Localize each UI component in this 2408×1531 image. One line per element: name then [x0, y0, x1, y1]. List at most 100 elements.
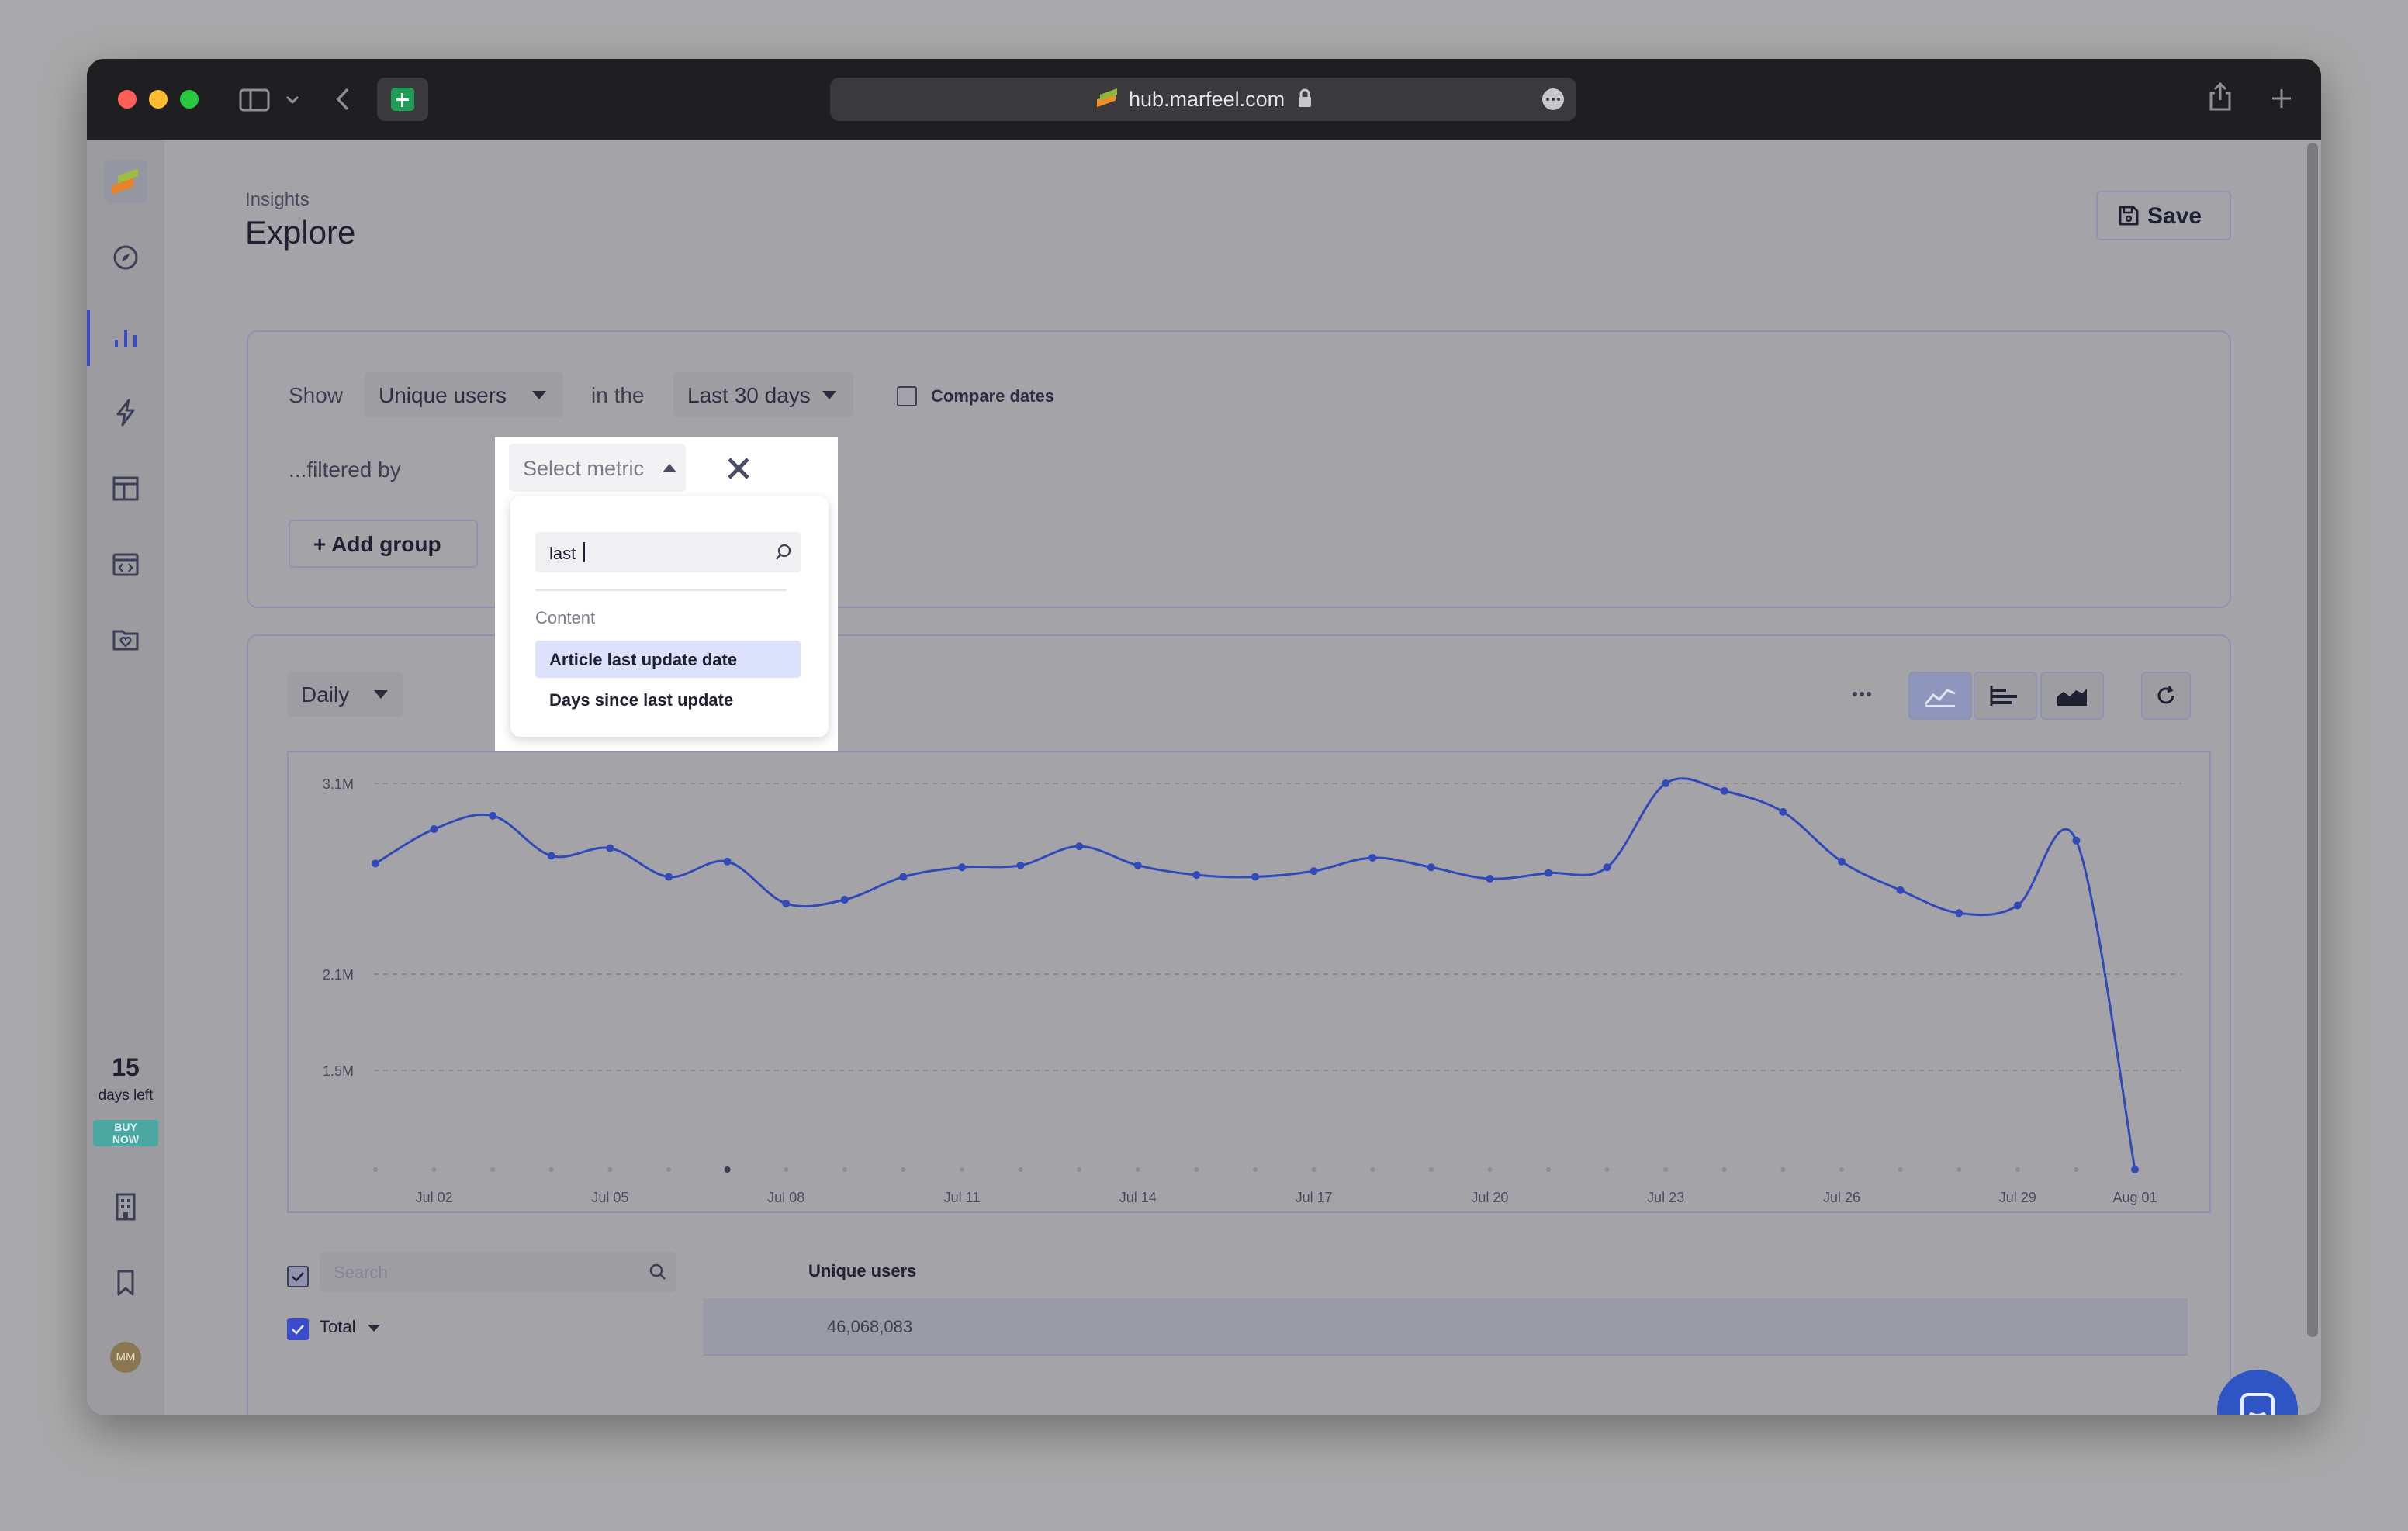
metric-search-input[interactable]: last: [535, 532, 801, 572]
total-value-cell: 46,068,083: [703, 1298, 2188, 1356]
baseline-dot: [1780, 1167, 1786, 1172]
app-sidebar: 15 days left BUY NOW MM: [87, 140, 164, 1415]
add-group-button[interactable]: + Add group: [289, 520, 478, 568]
baseline-dot: [724, 1166, 731, 1173]
sidebar-item-bookmark-icon[interactable]: [109, 1266, 143, 1300]
area-chart-view-button[interactable]: [2040, 672, 2104, 720]
baseline-dot: [1311, 1167, 1316, 1172]
line-chart-icon: [1924, 689, 1956, 707]
browser-window: hub.marfeel.com 15 days lef: [87, 59, 2321, 1415]
x-tick-label: Jul 02: [416, 1190, 453, 1205]
data-point: [2072, 836, 2081, 845]
sidebar-toggle-icon[interactable]: [239, 88, 270, 112]
data-point: [1896, 886, 1905, 894]
data-point: [1779, 807, 1787, 816]
tab-favicon-button[interactable]: [377, 78, 428, 121]
lock-icon: [1299, 88, 1311, 107]
total-checkbox[interactable]: [287, 1318, 309, 1340]
baseline-dot: [431, 1167, 437, 1172]
bar-chart-view-button[interactable]: [1974, 672, 2037, 720]
line-chart: 3.1M 2.1M 1.5M Jul 02 Jul 05 Jul 08 Jul 11 Jul …: [287, 751, 2211, 1213]
granularity-dropdown[interactable]: Daily: [287, 672, 403, 717]
total-value: 46,068,083: [827, 1317, 913, 1336]
search-icon: [776, 544, 791, 560]
trial-days-label: days left: [98, 1087, 154, 1104]
add-group-label: + Add group: [313, 532, 441, 556]
baseline-dot: [1604, 1167, 1610, 1172]
more-actions-icon[interactable]: [1845, 678, 1879, 709]
compare-dates-checkbox[interactable]: [897, 386, 917, 406]
metric-dropdown[interactable]: Unique users: [365, 372, 563, 417]
buy-now-label: BUY NOW: [112, 1121, 140, 1146]
data-point: [1662, 779, 1670, 787]
baseline-dot: [1253, 1167, 1258, 1172]
buy-now-button[interactable]: BUY NOW: [93, 1120, 158, 1146]
horizontal-bars-icon: [1990, 686, 2017, 706]
more-options-icon[interactable]: [1542, 88, 1564, 110]
chevron-down-icon[interactable]: [368, 1325, 380, 1332]
save-button[interactable]: Save: [2096, 191, 2231, 240]
line-chart-view-button[interactable]: [1908, 672, 1972, 720]
filter-metric-popup: Select metric last Content Article last …: [495, 437, 838, 751]
data-point: [958, 863, 966, 872]
in-the-label: in the: [591, 383, 645, 407]
menu-option-days-since-last-update[interactable]: Days since last update: [535, 681, 801, 718]
select-all-checkbox[interactable]: [287, 1266, 309, 1287]
table-search-input[interactable]: Search: [320, 1252, 676, 1292]
baseline-dot: [1077, 1167, 1082, 1172]
menu-option-article-last-update-date[interactable]: Article last update date: [535, 641, 801, 678]
close-icon[interactable]: [726, 456, 751, 481]
baseline-dot: [607, 1167, 613, 1172]
breadcrumb[interactable]: Insights: [245, 189, 310, 210]
sidebar-item-layout-icon[interactable]: [109, 472, 143, 506]
sidebar-item-building-icon[interactable]: [109, 1190, 143, 1224]
baseline-dot: [1898, 1167, 1903, 1172]
save-label: Save: [2147, 203, 2202, 229]
total-row-label[interactable]: Total: [320, 1317, 356, 1336]
baseline-dot: [1370, 1167, 1375, 1172]
data-point: [1486, 875, 1494, 883]
refresh-button[interactable]: [2141, 672, 2191, 720]
chevron-down-icon[interactable]: [285, 95, 299, 105]
data-point: [2131, 1166, 2139, 1173]
x-tick-label: Jul 11: [944, 1190, 981, 1205]
browser-titlebar: hub.marfeel.com: [87, 59, 2321, 140]
baseline-dot: [548, 1167, 554, 1172]
marfeel-logo[interactable]: [104, 160, 147, 203]
avatar[interactable]: MM: [110, 1342, 141, 1373]
data-point: [1251, 873, 1259, 881]
checkmark-icon: [292, 1325, 304, 1335]
menu-divider: [535, 589, 787, 591]
search-icon: [649, 1263, 666, 1280]
data-point: [840, 896, 849, 904]
page-scrollbar[interactable]: [2307, 143, 2318, 1337]
area-chart-icon: [2057, 689, 2087, 706]
sidebar-item-code-window-icon[interactable]: [109, 548, 143, 582]
select-metric-dropdown[interactable]: Select metric: [509, 444, 686, 492]
zoom-window-button[interactable]: [180, 90, 199, 109]
share-icon[interactable]: [2208, 81, 2233, 112]
back-icon[interactable]: [335, 87, 351, 112]
baseline-dot: [2074, 1167, 2079, 1172]
baseline-dot: [1487, 1167, 1493, 1172]
date-range-dropdown[interactable]: Last 30 days: [673, 372, 853, 417]
url-text: hub.marfeel.com: [1129, 88, 1285, 111]
data-point: [665, 873, 673, 881]
sidebar-item-bolt-icon[interactable]: [109, 396, 143, 430]
column-header-unique-users[interactable]: Unique users: [808, 1261, 917, 1280]
minimize-window-button[interactable]: [149, 90, 168, 109]
address-bar[interactable]: hub.marfeel.com: [830, 78, 1576, 121]
save-icon: [2119, 206, 2139, 226]
compare-dates-label[interactable]: Compare dates: [931, 386, 1054, 406]
sidebar-item-insights-bar-chart-icon[interactable]: [109, 321, 143, 355]
trial-days-count: 15: [112, 1053, 140, 1081]
baseline-dot: [2015, 1167, 2020, 1172]
sidebar-item-folder-heart-icon[interactable]: [109, 622, 143, 656]
menu-option-label: Days since last update: [549, 690, 734, 710]
data-point: [606, 844, 614, 852]
data-point: [1545, 869, 1552, 877]
site-favicon-icon: [1095, 88, 1119, 109]
new-tab-icon[interactable]: [2270, 87, 2293, 110]
sidebar-item-explore-compass-icon[interactable]: [109, 240, 143, 275]
close-window-button[interactable]: [118, 90, 137, 109]
